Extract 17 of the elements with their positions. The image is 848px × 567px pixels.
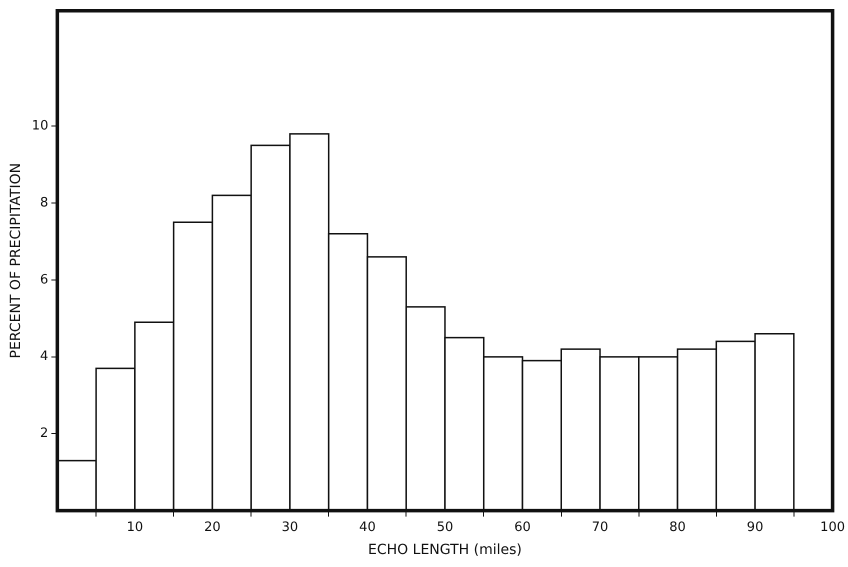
x-tick-label: 50 xyxy=(436,520,454,535)
x-tick-label: 20 xyxy=(204,520,221,535)
x-tick-label: 90 xyxy=(746,520,764,535)
x-tick-label: 70 xyxy=(592,520,608,535)
y-axis-title: PERCENT OF PRECIPITATION xyxy=(8,162,24,358)
x-tick-label: 30 xyxy=(282,520,298,535)
x-axis-title: ECHO LENGTH (miles) xyxy=(368,542,522,558)
y-tick-label: 6 xyxy=(40,272,48,288)
x-tick-label: 40 xyxy=(359,520,376,535)
y-tick-label: 8 xyxy=(40,195,48,210)
x-tick-label: 100 xyxy=(820,520,846,535)
y-tick-label: 10 xyxy=(32,118,48,134)
x-tick-label: 80 xyxy=(669,520,686,535)
x-tick-label: 60 xyxy=(514,520,531,535)
x-tick-label: 10 xyxy=(126,520,144,535)
y-tick-label: 4 xyxy=(40,349,48,364)
y-tick-label: 2 xyxy=(40,426,48,442)
